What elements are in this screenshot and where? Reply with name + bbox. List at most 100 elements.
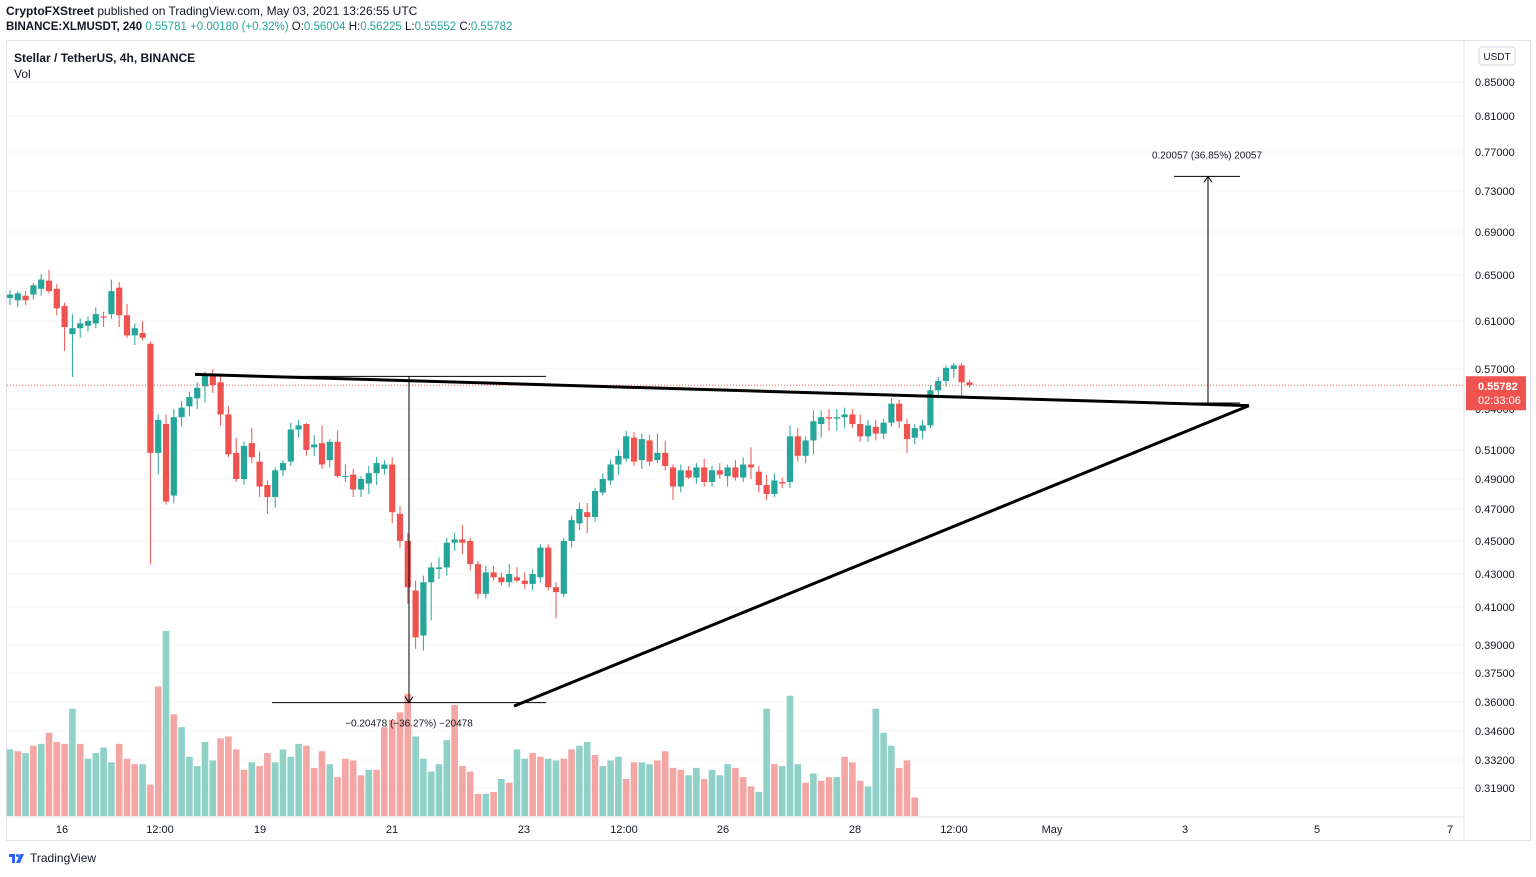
volume-bar [193,766,201,816]
candle-body [755,471,762,485]
candle-body [123,315,131,336]
candle-body [818,417,825,425]
time-tick-label: 21 [386,824,398,836]
candle-body [365,473,372,484]
candle-body [568,520,575,541]
candle-body [669,467,677,487]
candle-body [693,467,700,478]
time-tick-label: 28 [849,824,861,836]
price-tick-label: 0.57000 [1475,364,1515,376]
candle-body [950,365,957,369]
time-tick-label: May [1042,824,1063,836]
publisher-name[interactable]: CryptoFXStreet [6,4,95,18]
candle-body [92,314,99,324]
candle-body [779,482,786,484]
chart-frame [6,40,1531,841]
volume-bar [76,743,84,816]
candle-body [162,424,170,502]
time-tick-label: 12:00 [940,824,968,836]
candle-body [225,414,232,455]
candle-body [623,436,630,459]
candle-body [833,417,840,419]
candle-body [857,424,864,437]
volume-bar [708,769,716,816]
candle-body [685,470,692,478]
volume-bar [53,742,61,816]
volume-bar [459,766,466,816]
candle-body [467,541,474,565]
volume-bar [583,742,591,816]
candle-body [428,567,435,583]
candle-body [318,443,326,465]
volume-bar [427,771,435,816]
volume-bar [599,766,607,816]
volume-bar [880,732,887,816]
candle-body [529,574,536,584]
candle-body [69,328,76,335]
candle-body [459,539,466,543]
volume-bar [92,753,100,816]
volume-bar [544,758,552,816]
volume-bar [724,764,731,816]
tradingview-logo[interactable]: TradingView [8,851,96,865]
volume-bar [412,736,419,816]
chart-grid [7,81,1463,789]
candle-body [357,479,365,490]
price-tick-label: 0.85000 [1475,77,1515,89]
volume-bar [560,758,568,816]
volume-bar [381,727,388,816]
price-change: +0.00180 (+0.32%) [190,21,289,33]
chart-title: Stellar / TetherUS, 4h, BINANCE [14,51,196,65]
candle-body [201,374,209,387]
candle-body [825,417,833,419]
candle-body [264,485,271,497]
open-label: O: [291,21,304,33]
candle-body [552,587,560,593]
candle-body [537,547,544,578]
candle-body [77,323,84,329]
candle-body [186,397,193,407]
candle-body [545,547,552,588]
candle-body [170,417,177,496]
volume-bar [295,743,302,816]
candle-body [84,321,92,326]
volume-bar [131,764,139,816]
candle-body [396,513,404,541]
price-tick-label: 0.34600 [1475,726,1515,738]
candle-body [927,390,934,426]
price-tick-label: 0.31900 [1475,783,1515,795]
volume-bar [607,760,614,816]
candle-body [498,577,505,583]
volume-bar [700,779,708,816]
volume-bar [817,780,825,816]
volume-bar [810,773,817,816]
candle-body [896,403,903,422]
volume-bar [365,769,373,816]
volume-bar [654,760,661,816]
volume-bar [864,786,872,816]
volume-bar [232,749,240,816]
candle-body [584,512,591,517]
candle-body [6,294,14,298]
volume-bar [420,758,427,816]
volume-bar [872,708,880,816]
volume-bar [849,762,856,816]
candle-body [22,295,29,301]
candle-body [147,343,154,453]
volume-bar [638,762,646,816]
high-value: 0.56225 [360,21,402,33]
time-tick-label: 3 [1182,824,1188,836]
candle-body [389,464,396,513]
chart-legend: Stellar / TetherUS, 4h, BINANCE Vol [14,50,195,82]
volume-bar [786,695,794,816]
publish-info: CryptoFXStreet published on TradingView.… [6,4,417,18]
candle-body [911,428,918,438]
candle-body [638,439,645,461]
candle-body [506,574,513,583]
price-tick-label: 0.49000 [1475,474,1515,486]
currency-label: USDT [1483,52,1510,63]
volume-bar [14,751,22,816]
time-tick-label: 16 [56,824,68,836]
candle-body [513,577,521,581]
